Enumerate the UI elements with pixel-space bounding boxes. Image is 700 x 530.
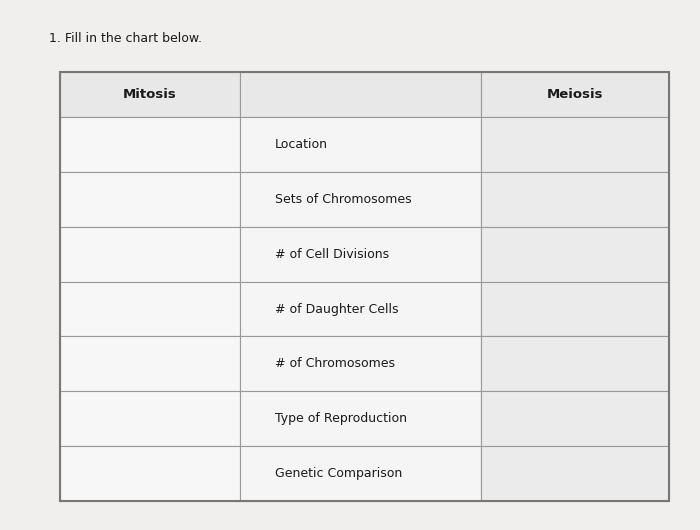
Bar [60, 281, 240, 337]
Bar [240, 337, 481, 391]
Text: # of Daughter Cells: # of Daughter Cells [275, 303, 399, 315]
Bar [481, 446, 668, 501]
Bar [60, 391, 240, 446]
Bar [481, 337, 668, 391]
Bar [481, 281, 668, 337]
Bar [240, 446, 481, 501]
Text: Sets of Chromosomes: Sets of Chromosomes [275, 193, 412, 206]
Bar [240, 391, 481, 446]
Text: Mitosis: Mitosis [123, 88, 176, 101]
Text: Meiosis: Meiosis [547, 88, 603, 101]
Bar [481, 72, 668, 117]
Bar [240, 72, 481, 117]
Text: # of Chromosomes: # of Chromosomes [275, 357, 396, 370]
Text: Genetic Comparison: Genetic Comparison [275, 467, 402, 480]
Bar [240, 172, 481, 227]
Bar [481, 391, 668, 446]
Bar [60, 117, 240, 172]
Text: Location: Location [275, 138, 328, 151]
Bar [60, 72, 668, 501]
Text: Type of Reproduction: Type of Reproduction [275, 412, 407, 425]
Bar [240, 281, 481, 337]
Text: 1. Fill in the chart below.: 1. Fill in the chart below. [49, 32, 202, 45]
Bar [60, 337, 240, 391]
Bar [481, 227, 668, 281]
Bar [240, 117, 481, 172]
Bar [60, 446, 240, 501]
Bar [60, 172, 240, 227]
Text: # of Cell Divisions: # of Cell Divisions [275, 248, 389, 261]
Bar [240, 227, 481, 281]
Bar [481, 117, 668, 172]
Bar [60, 72, 240, 117]
Bar [481, 172, 668, 227]
Bar [60, 227, 240, 281]
